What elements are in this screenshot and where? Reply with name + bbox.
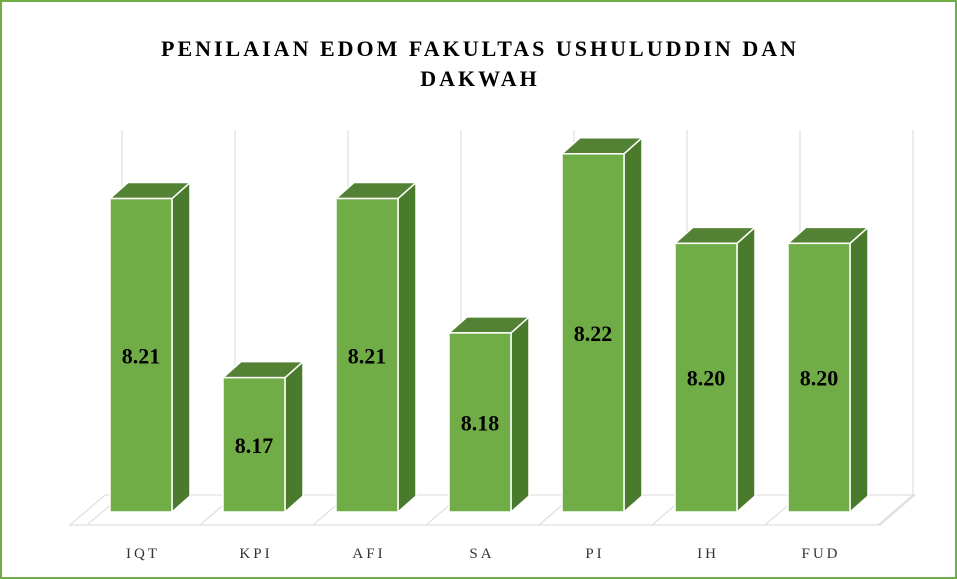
data-label: 8.20 xyxy=(800,366,839,391)
bar-side xyxy=(736,225,756,514)
x-tick-label: FUD xyxy=(801,546,840,562)
chart-title: PENILAIAN EDOM FAKULTAS USHULUDDIN DAN D… xyxy=(161,36,799,91)
bar xyxy=(335,197,399,513)
data-label: 8.21 xyxy=(348,343,387,368)
bar xyxy=(448,332,512,513)
bar-side xyxy=(171,180,191,514)
data-label: 8.22 xyxy=(574,321,613,346)
x-tick-label: SA xyxy=(469,546,494,562)
data-label: 8.17 xyxy=(235,433,274,458)
bar-side xyxy=(849,225,869,514)
data-label: 8.18 xyxy=(461,410,500,435)
bar xyxy=(561,153,625,513)
bar xyxy=(674,242,738,513)
bar-side xyxy=(284,359,304,514)
bar-side xyxy=(623,136,643,514)
bar xyxy=(787,242,851,513)
floor xyxy=(68,494,917,526)
bar-side xyxy=(510,315,530,514)
data-label: 8.20 xyxy=(687,366,726,391)
x-tick-label: AFI xyxy=(352,546,385,562)
x-tick-label: KPI xyxy=(239,546,272,562)
bar xyxy=(222,376,286,513)
x-tick-label: IH xyxy=(697,546,719,562)
x-tick-label: IQT xyxy=(126,546,160,562)
floor-divider xyxy=(877,494,914,526)
data-label: 8.21 xyxy=(122,343,161,368)
bar xyxy=(109,197,173,513)
bar-side xyxy=(397,180,417,514)
x-tick-label: PI xyxy=(585,546,604,562)
